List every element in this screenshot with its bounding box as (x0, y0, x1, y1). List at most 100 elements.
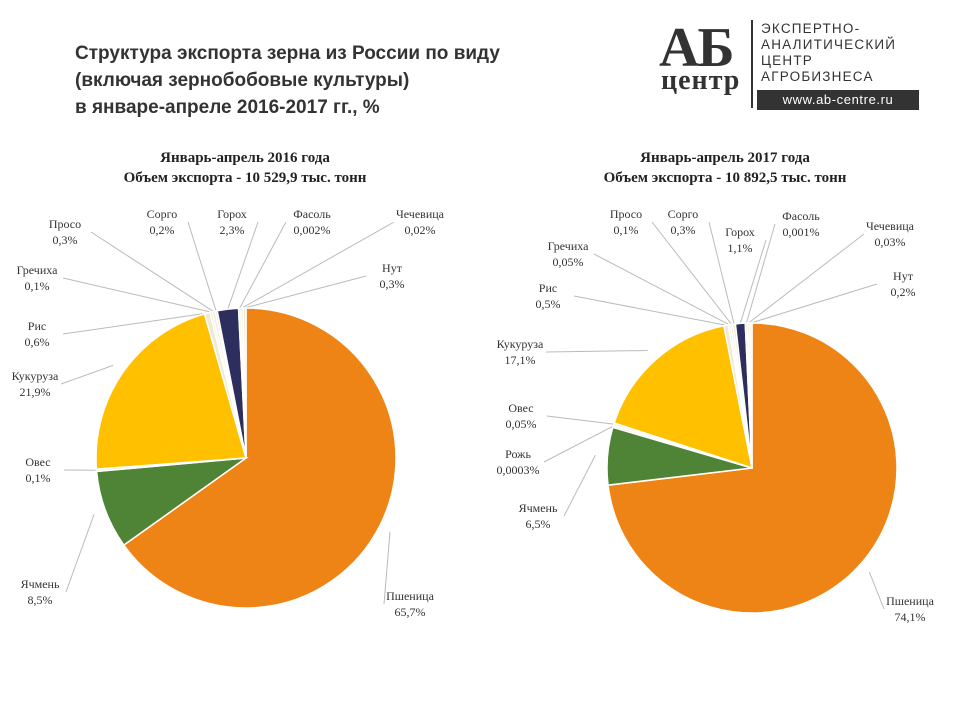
pie-2016-leader-peas (227, 221, 259, 310)
pie-2017-leader-beans (745, 223, 776, 324)
pie-2016-slice-chickpeas (242, 307, 247, 459)
pie-2017-label-lentils-name: Чечевица (866, 219, 915, 233)
chart-2017-subtitle: Объем экспорта - 10 892,5 тыс. тонн (604, 170, 847, 186)
pie-2016-label-peas-name: Горох (217, 207, 247, 221)
pie-2016-label-sorghum-value: 0,2% (150, 223, 175, 237)
pie-2017-leader-rice (573, 295, 727, 326)
pie-2016-label-buckwheat-value: 0,1% (25, 279, 50, 293)
pie-2016-leader-rice (62, 312, 208, 335)
pie-2016-label-corn-value: 21,9% (20, 385, 51, 399)
pie-2016-label-oats-name: Овес (25, 455, 50, 469)
pie-2017-leader-lentils (748, 233, 865, 324)
pie-2017-label-oats-name: Овес (508, 401, 533, 415)
pie-2016-label-rice-name: Рис (28, 319, 46, 333)
pie-2016-label-peas-value: 2,3% (220, 223, 245, 237)
pie-2017-label-peas-value: 1,1% (728, 241, 753, 255)
pie-2016-label-millet-value: 0,3% (53, 233, 78, 247)
pie-2017-label-rice-value: 0,5% (536, 297, 561, 311)
pie-2017-label-beans-value: 0,001% (783, 225, 820, 239)
pie-2017-label-rye-name: Рожь (505, 447, 531, 461)
pie-chart-2017: Январь-апрель 2017 года Объем экспорта -… (497, 150, 935, 624)
pie-2016-leader-corn (60, 364, 114, 385)
page-title-line-2: (включая зернобобовые культуры) (75, 70, 410, 91)
pie-2017-label-rye-value: 0,0003% (497, 463, 540, 477)
pie-2017-label-millet-value: 0,1% (614, 223, 639, 237)
pie-2016-leader-millet (90, 231, 214, 313)
pie-2017-leader-peas (739, 239, 767, 324)
pie-2017-label-corn-name: Кукуруза (497, 337, 544, 351)
pie-2016-slice-wheat (122, 307, 397, 609)
pie-2016-label-oats-value: 0,1% (26, 471, 51, 485)
ab-centre-logo: АБ центр ЭКСПЕРТНО- АНАЛИТИЧЕСКИЙ ЦЕНТР … (655, 18, 935, 118)
pie-2016-leader-wheat (383, 532, 391, 605)
pie-2017-label-rice-name: Рис (539, 281, 557, 295)
pie-2016-label-millet-name: Просо (49, 217, 81, 231)
page-title-line-1: Структура экспорта зерна из России по ви… (75, 43, 500, 64)
pie-2017-label-buckwheat-name: Гречиха (548, 239, 590, 253)
pie-2016-leader-beans (239, 221, 287, 309)
logo-mark: АБ (659, 17, 734, 79)
pie-2017-label-wheat-name: Пшеница (886, 594, 934, 608)
logo-mark-sub: центр (661, 65, 741, 96)
pie-2017-leader-buckwheat (593, 253, 730, 326)
pie-2016-label-rice-value: 0,6% (25, 335, 50, 349)
pie-2017-label-chickpeas-name: Нут (893, 269, 914, 283)
pie-2016-label-wheat-value: 65,7% (395, 605, 426, 619)
pie-2017-label-beans-name: Фасоль (782, 209, 820, 223)
pie-2017-leader-millet (651, 221, 732, 325)
pie-2017-label-barley-name: Ячмень (519, 501, 558, 515)
pie-2017-label-barley-value: 6,5% (526, 517, 551, 531)
pie-2017-label-sorghum-name: Сорго (668, 207, 699, 221)
pie-2016-label-barley-name: Ячмень (21, 577, 60, 591)
pie-2016-label-chickpeas-name: Нут (382, 261, 403, 275)
pie-2016-leader-buckwheat (62, 277, 212, 313)
pie-2017-leader-oats (546, 415, 614, 425)
logo-line-4: АГРОБИЗНЕСА (761, 69, 874, 84)
pie-2016-label-beans-name: Фасоль (293, 207, 331, 221)
logo-line-1: ЭКСПЕРТНО- (761, 21, 861, 36)
logo-divider (751, 20, 753, 108)
pie-2017-leader-wheat (868, 572, 885, 610)
logo-text: ЭКСПЕРТНО- АНАЛИТИЧЕСКИЙ ЦЕНТР АГРОБИЗНЕ… (761, 21, 896, 85)
pie-2016-leader-barley (65, 514, 95, 593)
page-title: Структура экспорта зерна из России по ви… (75, 40, 595, 121)
pie-2017-label-chickpeas-value: 0,2% (891, 285, 916, 299)
pie-chart-2016: Январь-апрель 2016 года Объем экспорта -… (12, 150, 445, 619)
pie-2017-leader-chickpeas (750, 283, 878, 324)
pie-2016-leader-lentils (241, 221, 395, 309)
pie-2016-label-buckwheat-name: Гречиха (17, 263, 59, 277)
pie-2017-slice-chickpeas (748, 322, 753, 469)
pie-2017-label-wheat-value: 74,1% (895, 610, 926, 624)
pie-2016-label-barley-value: 8,5% (28, 593, 53, 607)
pie-2017-leader-sorghum (708, 221, 735, 325)
pie-2016-leader-sorghum (187, 221, 217, 312)
pie-2017-label-oats-value: 0,05% (506, 417, 537, 431)
pie-2016-label-lentils-value: 0,02% (405, 223, 436, 237)
pie-2017-label-sorghum-value: 0,3% (671, 223, 696, 237)
pie-2016-label-beans-value: 0,002% (294, 223, 331, 237)
pie-2016-leader-chickpeas (244, 275, 367, 309)
pie-2016-label-chickpeas-value: 0,3% (380, 277, 405, 291)
pie-2016-label-wheat-name: Пшеница (386, 589, 434, 603)
pie-2016-slice-corn (95, 312, 247, 470)
pie-2017-leader-corn (545, 350, 648, 353)
pie-2017-label-buckwheat-value: 0,05% (553, 255, 584, 269)
logo-line-2: АНАЛИТИЧЕСКИЙ (761, 37, 897, 52)
chart-2016-subtitle: Объем экспорта - 10 529,9 тыс. тонн (124, 170, 367, 186)
logo-line-3: ЦЕНТР (761, 53, 813, 68)
logo-url: www.ab-centre.ru (757, 90, 919, 110)
pie-2017-label-peas-name: Горох (725, 225, 755, 239)
pie-2017-label-corn-value: 17,1% (505, 353, 536, 367)
pie-2017-leader-barley (563, 454, 596, 517)
pie-2016-label-sorghum-name: Сорго (147, 207, 178, 221)
pie-2016-label-corn-name: Кукуруза (12, 369, 59, 383)
pie-2016-label-lentils-name: Чечевица (396, 207, 445, 221)
pie-2017-leader-rye (543, 425, 614, 463)
pie-2017-label-millet-name: Просо (610, 207, 642, 221)
page-title-line-3: в январе-апреле 2016-2017 гг., % (75, 97, 380, 118)
chart-2017-title: Январь-апрель 2017 года (640, 150, 810, 166)
chart-2016-title: Январь-апрель 2016 года (160, 150, 330, 166)
pie-2017-label-lentils-value: 0,03% (875, 235, 906, 249)
pie-2017-slice-corn (613, 324, 753, 470)
